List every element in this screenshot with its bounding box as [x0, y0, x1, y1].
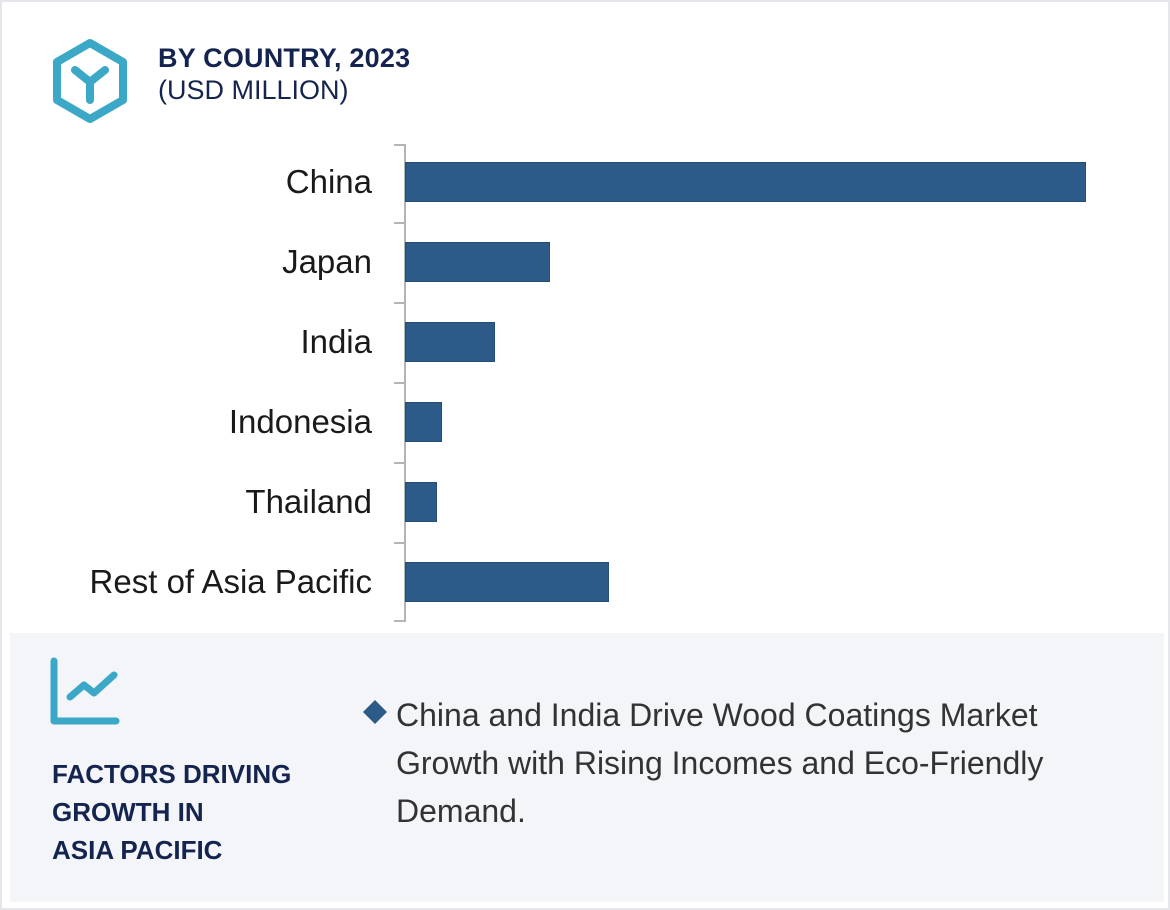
category-label: Rest of Asia Pacific [89, 563, 372, 600]
bar-row: Japan [2, 222, 1170, 302]
bar-row: Rest of Asia Pacific [2, 542, 1170, 622]
factors-title: FACTORS DRIVING GROWTH IN ASIA PACIFIC [52, 755, 332, 869]
category-label: Thailand [245, 483, 372, 520]
axis-tick [394, 222, 406, 224]
category-label: Japan [282, 243, 372, 280]
axis-tick [394, 620, 406, 622]
bar-row: Thailand [2, 462, 1170, 542]
bar [405, 562, 609, 602]
category-label: India [300, 323, 372, 360]
bar-row: China [2, 142, 1170, 222]
bar-chart: China Japan India Indonesia Thailand Res… [2, 142, 1170, 624]
bar-row: India [2, 302, 1170, 382]
bullet-text: China and India Drive Wood Coatings Mark… [396, 697, 1044, 829]
category-label: Indonesia [228, 403, 372, 440]
axis-tick [394, 462, 406, 464]
trend-line-chart-icon [50, 657, 120, 725]
hexagon-y-icon [53, 39, 127, 123]
axis-tick [394, 382, 406, 384]
bar [405, 402, 442, 442]
bar [405, 162, 1086, 202]
factors-title-line: ASIA PACIFIC [52, 835, 223, 865]
diamond-bullet-icon [363, 700, 387, 724]
bar [405, 482, 437, 522]
bar [405, 242, 550, 282]
bullet-item: China and India Drive Wood Coatings Mark… [362, 691, 1132, 835]
factors-title-line: FACTORS DRIVING [52, 759, 292, 789]
chart-title: BY COUNTRY, 2023 [158, 43, 411, 73]
bar-row: Indonesia [2, 382, 1170, 462]
chart-subtitle: (USD MILLION) [158, 75, 349, 105]
factors-title-line: GROWTH IN [52, 797, 204, 827]
growth-factors-panel: FACTORS DRIVING GROWTH IN ASIA PACIFIC C… [10, 633, 1164, 902]
axis-tick [394, 542, 406, 544]
category-label: China [285, 163, 372, 200]
axis-tick [394, 144, 406, 146]
axis-tick [394, 302, 406, 304]
bar [405, 322, 495, 362]
chart-header: BY COUNTRY, 2023 (USD MILLION) [50, 38, 410, 124]
